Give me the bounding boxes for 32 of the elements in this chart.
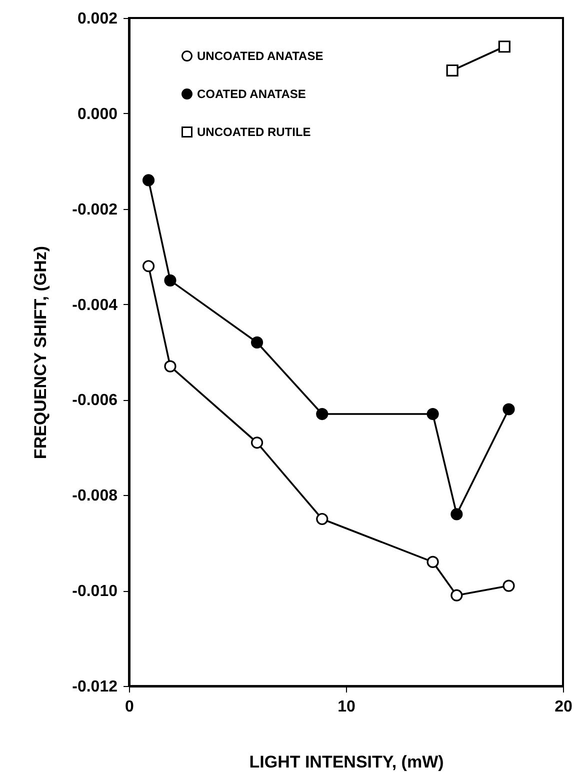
y-tick-label: -0.008 bbox=[72, 488, 118, 505]
y-tick-label: -0.012 bbox=[72, 678, 118, 696]
y-tick-label: 0.002 bbox=[77, 10, 118, 28]
x-tick-label: 20 bbox=[554, 698, 572, 716]
x-axis-title: LIGHT INTENSITY, (mW) bbox=[249, 752, 444, 772]
y-tick-label: 0.000 bbox=[77, 106, 118, 123]
y-axis-title: FREQUENCY SHIFT, (GHz) bbox=[31, 246, 50, 460]
point bbox=[316, 408, 328, 420]
x-tick-label: 0 bbox=[125, 698, 134, 716]
legend-label: UNCOATED RUTILE bbox=[197, 125, 311, 139]
point bbox=[498, 40, 510, 53]
point bbox=[142, 260, 155, 272]
point bbox=[502, 580, 515, 592]
legend-label: UNCOATED ANATASE bbox=[197, 49, 324, 63]
y-tick-label: -0.002 bbox=[72, 201, 118, 218]
point bbox=[250, 436, 264, 449]
x-tick-label: 10 bbox=[338, 698, 356, 716]
point bbox=[164, 360, 176, 372]
point bbox=[502, 403, 515, 416]
point bbox=[446, 64, 458, 77]
point bbox=[426, 408, 439, 420]
point bbox=[250, 336, 264, 348]
y-tick-label: -0.004 bbox=[72, 296, 118, 314]
legend-label: COATED ANATASE bbox=[197, 87, 306, 101]
point bbox=[426, 556, 439, 568]
point bbox=[450, 589, 463, 602]
point bbox=[164, 274, 176, 286]
y-tick-label: -0.010 bbox=[72, 583, 118, 600]
y-tick-label: -0.006 bbox=[72, 392, 118, 410]
point bbox=[142, 174, 155, 186]
point bbox=[316, 512, 328, 526]
point bbox=[450, 508, 463, 520]
